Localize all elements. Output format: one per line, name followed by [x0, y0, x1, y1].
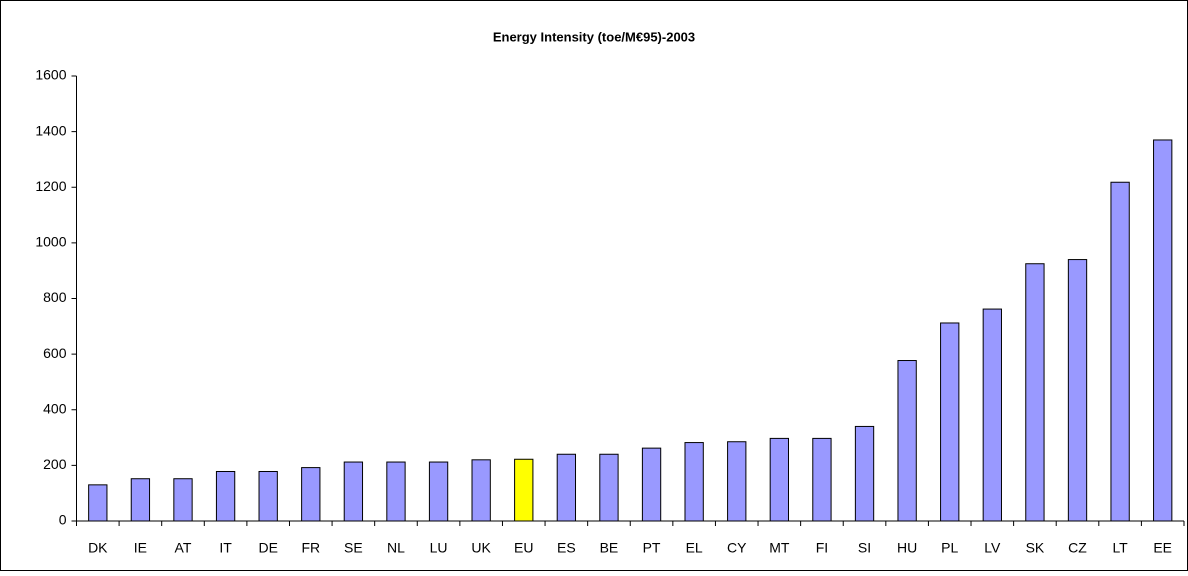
- bar: [599, 453, 619, 522]
- bar: [940, 322, 960, 522]
- x-tick-label: LV: [984, 540, 1001, 556]
- x-tick-label: CZ: [1068, 540, 1087, 556]
- y-tick-label: 800: [43, 289, 67, 305]
- x-tick-label: SI: [858, 540, 871, 556]
- x-tick-label: EL: [686, 540, 703, 556]
- y-tick-label: 0: [59, 512, 67, 528]
- y-tick-label: 200: [43, 456, 67, 472]
- x-tick-label: LU: [430, 540, 448, 556]
- bar: [173, 478, 193, 522]
- x-tick-label: FR: [301, 540, 320, 556]
- x-tick-label: SK: [1026, 540, 1045, 556]
- x-tick-label: FI: [816, 540, 828, 556]
- x-tick-label: PT: [643, 540, 661, 556]
- y-tick-label: 1200: [35, 178, 66, 194]
- y-tick-label: 400: [43, 400, 67, 416]
- bar: [130, 478, 151, 522]
- bar: [982, 308, 1002, 522]
- bar: [301, 467, 321, 522]
- x-tick-label: EU: [514, 540, 533, 556]
- x-tick-label: DE: [258, 540, 277, 556]
- bar: [641, 447, 662, 522]
- bar: [343, 461, 364, 522]
- bar: [897, 360, 917, 522]
- x-tick-label: SE: [344, 540, 363, 556]
- bar: [1025, 263, 1045, 522]
- bar: [684, 442, 704, 522]
- bar: [1067, 259, 1088, 522]
- bar: [428, 461, 449, 522]
- y-tick-label: 1400: [35, 122, 66, 138]
- x-tick-label: LT: [1112, 540, 1128, 556]
- bar: [854, 425, 875, 522]
- bar: [556, 453, 577, 522]
- y-tick-label: 1600: [35, 67, 66, 83]
- y-tick-label: 1000: [35, 234, 66, 250]
- x-tick-label: EE: [1153, 540, 1172, 556]
- bar: [1110, 181, 1130, 522]
- bar: [514, 458, 534, 522]
- x-tick-label: CY: [727, 540, 747, 556]
- bar: [215, 470, 236, 522]
- x-tick-label: HU: [897, 540, 917, 556]
- bar: [88, 484, 108, 522]
- x-tick-label: UK: [471, 540, 491, 556]
- x-tick-label: BE: [600, 540, 619, 556]
- bar: [1153, 139, 1173, 522]
- x-tick-label: ES: [557, 540, 576, 556]
- x-tick-label: DK: [88, 540, 108, 556]
- bar: [727, 441, 747, 522]
- y-tick-label: 600: [43, 345, 67, 361]
- bar: [812, 437, 832, 522]
- x-tick-label: IT: [219, 540, 232, 556]
- x-tick-label: IE: [134, 540, 147, 556]
- x-tick-label: PL: [941, 540, 958, 556]
- x-tick-label: AT: [175, 540, 192, 556]
- bar: [471, 459, 491, 522]
- chart-title: Energy Intensity (toe/M€95)-2003: [493, 29, 695, 44]
- bar: [258, 470, 278, 522]
- bar: [769, 437, 789, 522]
- x-tick-label: MT: [769, 540, 790, 556]
- bar: [386, 461, 406, 522]
- x-tick-label: NL: [387, 540, 405, 556]
